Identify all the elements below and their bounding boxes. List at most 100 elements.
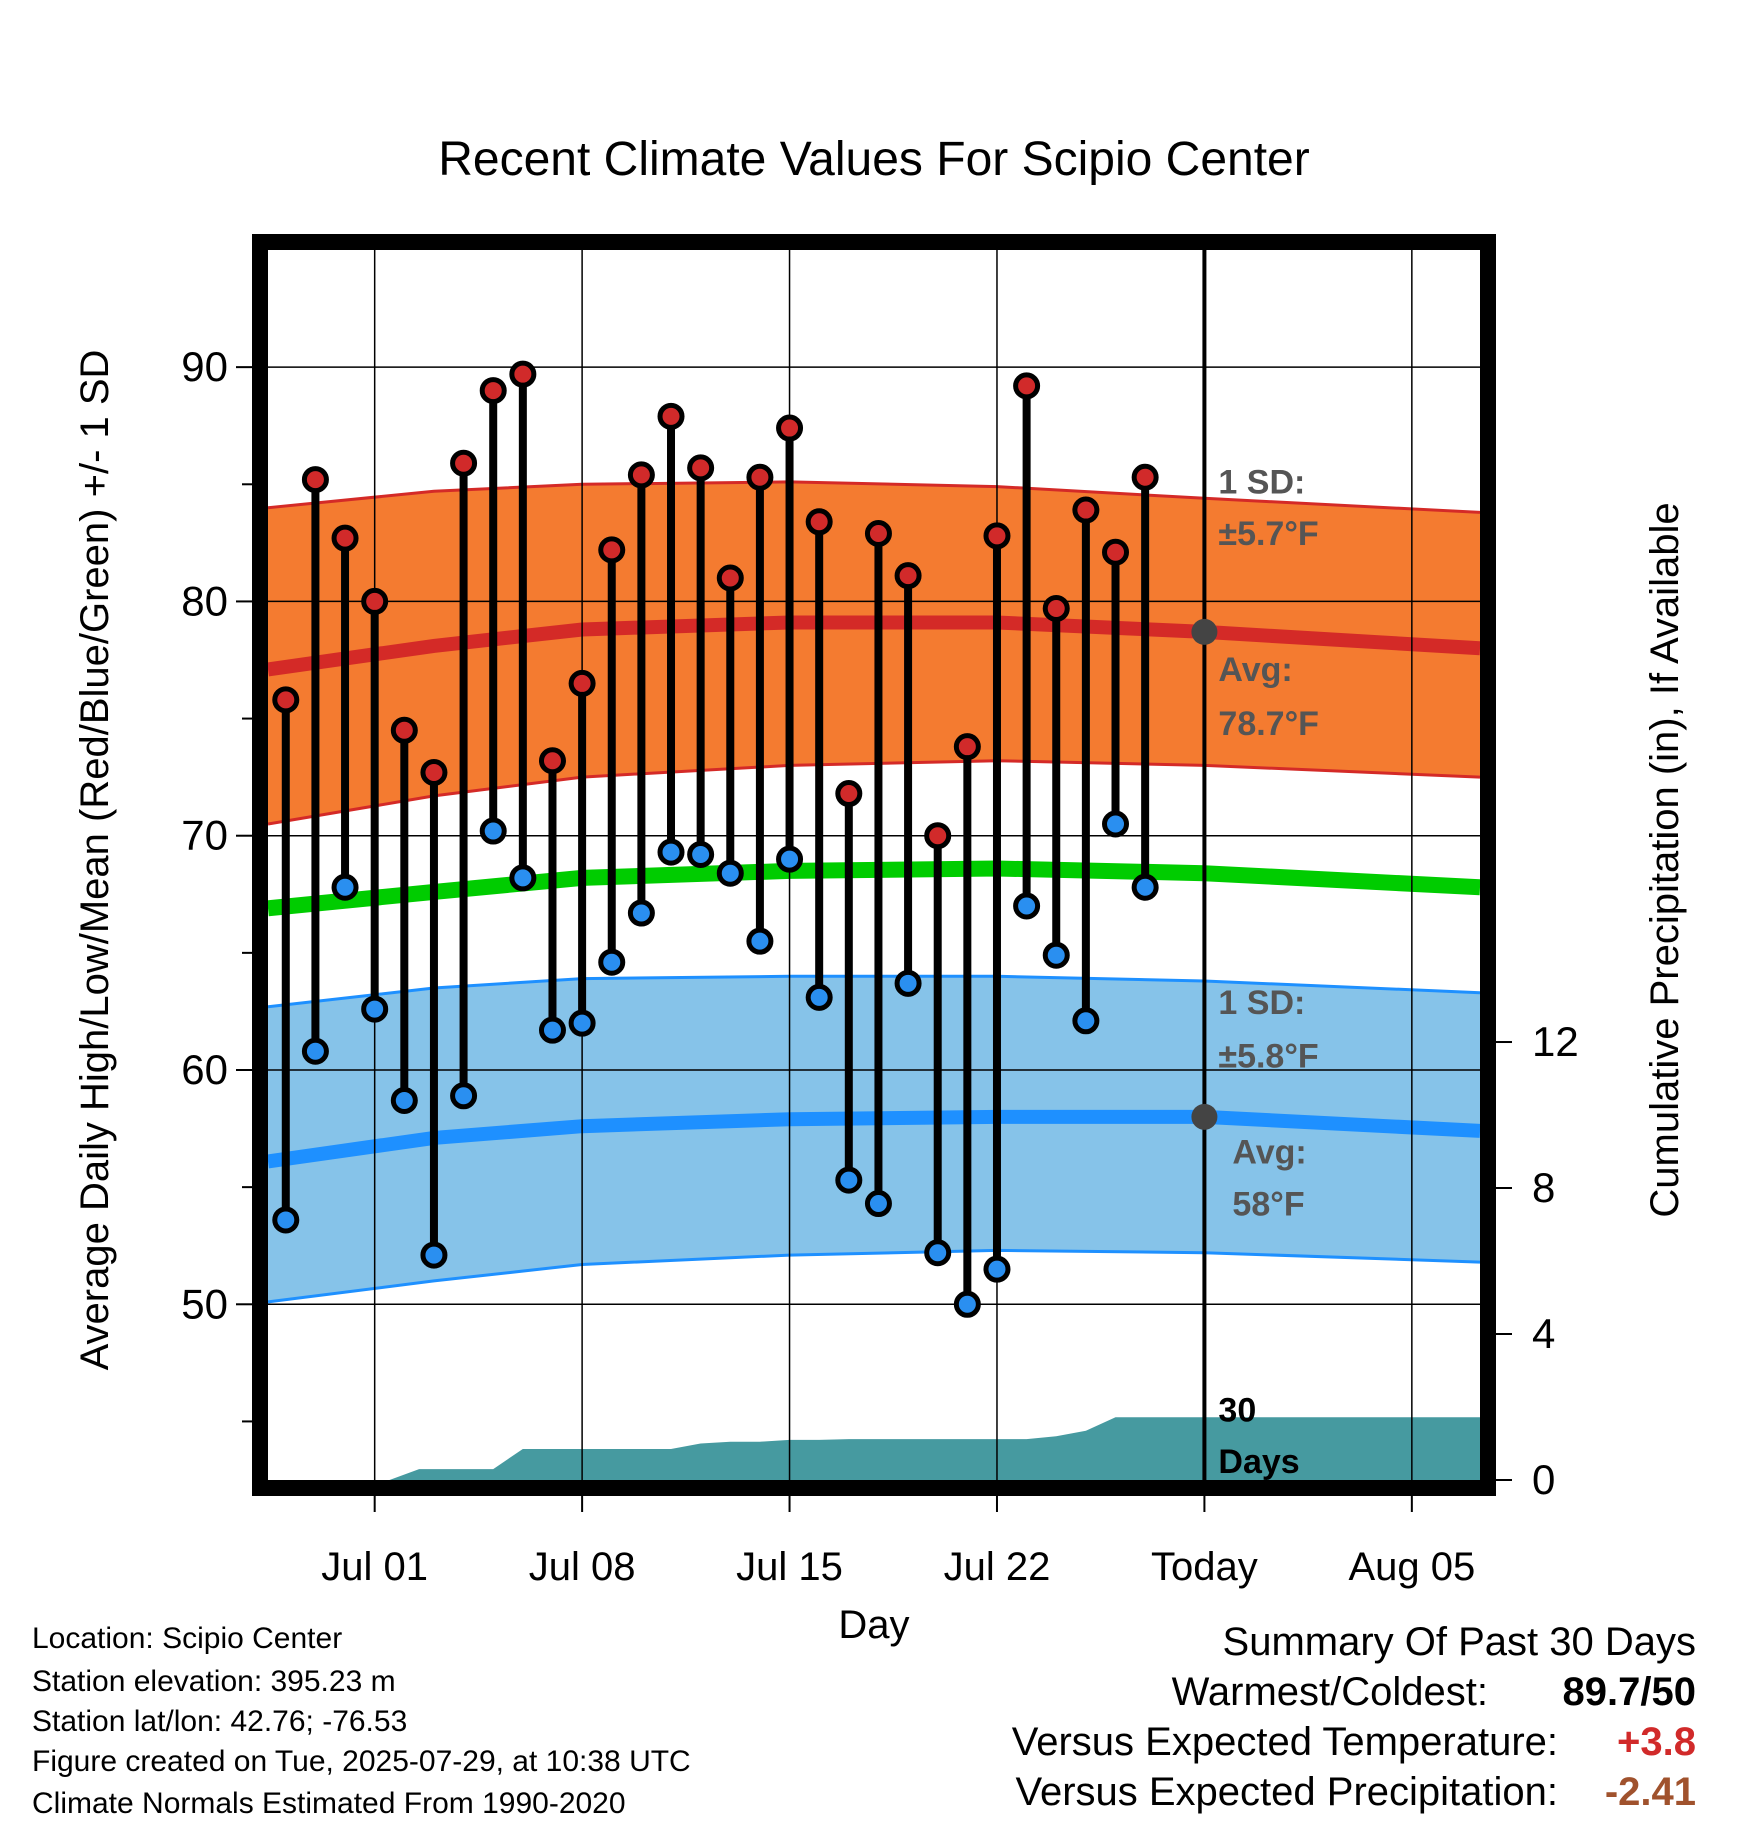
daily-high-point: [568, 669, 596, 697]
annotation-low-sd-value: ±5.8°F: [1218, 1038, 1318, 1076]
daily-low-point: [864, 1190, 892, 1218]
daily-low-point: [1131, 873, 1159, 901]
daily-low-point: [687, 840, 715, 868]
daily-low-point: [450, 1082, 478, 1110]
annotation-low-avg-head: Avg:: [1232, 1134, 1306, 1172]
daily-high-point: [687, 454, 715, 482]
annotation-low-sd-head: 1 SD:: [1218, 984, 1305, 1022]
summary-temp-value: +3.8: [1617, 1720, 1696, 1764]
daily-high-point: [301, 466, 329, 494]
y-tick-label: 50: [181, 1280, 228, 1327]
daily-high-point: [746, 463, 774, 491]
daily-low-point: [805, 983, 833, 1011]
y-axis-label-left: Average Daily High/Low/Mean (Red/Blue/Gr…: [73, 350, 117, 1371]
daily-low-point: [716, 859, 744, 887]
daily-high-point: [894, 562, 922, 590]
daily-high-point: [509, 360, 537, 388]
summary-warmest-value: 89.7/50: [1562, 1670, 1696, 1714]
daily-high-point: [272, 686, 300, 714]
daily-high-point: [1013, 372, 1041, 400]
daily-low-point: [1102, 810, 1130, 838]
annotation-days-head: 30: [1218, 1391, 1256, 1429]
annotation-low-avg-value: 58°F: [1232, 1185, 1304, 1223]
footer-elevation: Station elevation: 395.23 m: [32, 1665, 396, 1698]
daily-high-point: [716, 564, 744, 592]
summary-warmest-label: Warmest/Coldest:: [1171, 1670, 1488, 1714]
daily-high-point: [538, 747, 566, 775]
summary-temp-label: Versus Expected Temperature:: [1011, 1720, 1558, 1764]
daily-low-point: [272, 1206, 300, 1234]
daily-low-point: [598, 948, 626, 976]
plot-clip-group: 1 SD: ±5.7°F Avg: 78.7°F 1 SD: ±5.8°F Avg: 58°F…: [268, 250, 1480, 1481]
x-tick-label: Jul 08: [529, 1545, 636, 1589]
daily-low-point: [657, 838, 685, 866]
x-axis-label: Day: [838, 1603, 909, 1647]
daily-high-point: [361, 587, 389, 615]
daily-high-point: [331, 524, 359, 552]
annotation-high-avg-value: 78.7°F: [1218, 705, 1319, 743]
daily-low-point: [1013, 892, 1041, 920]
daily-low-point: [1072, 1007, 1100, 1035]
x-tick-label: Jul 15: [736, 1545, 843, 1589]
daily-high-point: [450, 449, 478, 477]
x-tick-label: Jul 22: [944, 1545, 1051, 1589]
daily-low-point: [509, 864, 537, 892]
daily-low-point: [776, 845, 804, 873]
footer-location: Location: Scipio Center: [32, 1622, 343, 1655]
daily-high-point: [776, 414, 804, 442]
daily-low-point: [538, 1016, 566, 1044]
footer-latlon: Station lat/lon: 42.76; -76.53: [32, 1705, 408, 1738]
daily-high-point: [953, 733, 981, 761]
mean-avg-line: [268, 860, 1480, 917]
annotation-high-sd-head: 1 SD:: [1218, 464, 1305, 502]
x-tick-label: Aug 05: [1348, 1545, 1475, 1589]
chart-title: Recent Climate Values For Scipio Center: [438, 133, 1309, 186]
summary-precip-value: -2.41: [1604, 1770, 1696, 1814]
precipitation-area: [268, 1417, 1480, 1480]
plot-area: 1 SD: ±5.7°F Avg: 78.7°F 1 SD: ±5.8°F Avg: 58°F…: [181, 234, 1579, 1589]
footer-normals: Climate Normals Estimated From 1990-2020: [32, 1787, 626, 1820]
annotation-days-value: Days: [1218, 1443, 1299, 1481]
y-tick-label: 80: [181, 577, 228, 624]
daily-high-point: [420, 758, 448, 786]
today-high-avg-marker: [1191, 618, 1218, 645]
footer-created: Figure created on Tue, 2025-07-29, at 10…: [32, 1745, 691, 1778]
daily-high-point: [390, 716, 418, 744]
y-right-tick-label: 0: [1532, 1456, 1555, 1503]
high-sd-band: [268, 481, 1480, 824]
daily-low-point: [1042, 941, 1070, 969]
daily-low-point: [835, 1166, 863, 1194]
summary-precip-label: Versus Expected Precipitation:: [1015, 1770, 1558, 1814]
daily-high-point: [657, 402, 685, 430]
summary-heading: Summary Of Past 30 Days: [1222, 1620, 1696, 1664]
low-sd-band: [268, 976, 1480, 1302]
daily-high-point: [1072, 496, 1100, 524]
daily-high-point: [1131, 463, 1159, 491]
daily-low-point: [627, 899, 655, 927]
daily-high-point: [805, 508, 833, 536]
y-tick-label: 70: [181, 812, 228, 859]
daily-high-point: [983, 522, 1011, 550]
daily-high-point: [479, 377, 507, 405]
daily-high-point: [627, 461, 655, 489]
daily-high-point: [1102, 538, 1130, 566]
daily-low-point: [983, 1255, 1011, 1283]
daily-low-point: [420, 1241, 448, 1269]
y-tick-label: 90: [181, 343, 228, 390]
daily-low-point: [894, 969, 922, 997]
y-right-tick-label: 12: [1532, 1018, 1579, 1065]
daily-low-point: [390, 1086, 418, 1114]
daily-high-point: [1042, 594, 1070, 622]
annotation-high-avg-head: Avg:: [1218, 651, 1292, 689]
daily-low-point: [301, 1037, 329, 1065]
plot-frame: [252, 234, 1496, 1496]
daily-low-point: [953, 1290, 981, 1318]
daily-low-point: [331, 873, 359, 901]
daily-low-point: [568, 1009, 596, 1037]
today-low-avg-marker: [1191, 1103, 1218, 1130]
daily-low-point: [479, 817, 507, 845]
daily-high-point: [835, 780, 863, 808]
x-tick-label: Today: [1151, 1545, 1258, 1589]
y-tick-label: 60: [181, 1046, 228, 1093]
